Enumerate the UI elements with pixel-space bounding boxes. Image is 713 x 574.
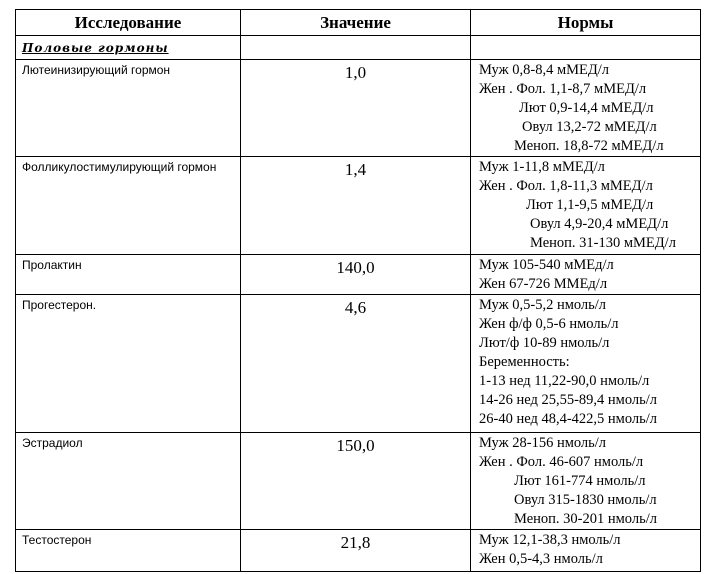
study-name: Эстрадиол	[15, 432, 241, 530]
lab-results-table: Исследование Значение Нормы Половые горм…	[15, 9, 701, 572]
norm-line: Лют 0,9-14,4 мМЕД/л	[519, 100, 654, 116]
norm-line: Жен 67-726 ММЕд/л	[479, 276, 608, 292]
study-value: 21,8	[240, 529, 471, 572]
study-name: Тестостерон	[15, 529, 241, 572]
table-row: Лютеинизирующий гормон 1,0 Муж 0,8-8,4 м…	[15, 59, 701, 157]
table-row: Пролактин 140,0 Муж 105-540 мМЕд/л Жен 6…	[15, 254, 701, 295]
norm-line: Жен ф/ф 0,5-6 нмоль/л	[479, 316, 619, 332]
norm-line: Меноп. 31-130 мМЕД/л	[530, 235, 676, 251]
study-name: Лютеинизирующий гормон	[15, 59, 241, 157]
study-norms: Муж 1-11,8 мМЕД/л Жен . Фол. 1,8-11,3 мМ…	[470, 156, 701, 255]
norm-line: Лют 1,1-9,5 мМЕД/л	[526, 197, 654, 213]
norm-line: Овул 13,2-72 мМЕД/л	[522, 119, 657, 135]
norm-line: Муж 28-156 нмоль/л	[479, 435, 607, 451]
header-norms: Нормы	[470, 9, 701, 36]
study-norms: Муж 0,8-8,4 мМЕД/л Жен . Фол. 1,1-8,7 мМ…	[470, 59, 701, 157]
header-value: Значение	[240, 9, 471, 36]
norm-line: Меноп. 30-201 нмоль/л	[514, 511, 657, 527]
study-value: 1,4	[240, 156, 471, 255]
norm-line: 14-26 нед 25,55-89,4 нмоль/л	[479, 392, 658, 408]
table-row: Тестостерон 21,8 Муж 12,1-38,3 нмоль/л Ж…	[15, 529, 701, 572]
norm-line: 26-40 нед 48,4-422,5 нмоль/л	[479, 411, 658, 427]
table-row: Фолликулостимулирующий гормон 1,4 Муж 1-…	[15, 156, 701, 255]
norm-line: Беременность:	[479, 354, 570, 370]
header-study: Исследование	[15, 9, 241, 36]
study-value: 1,0	[240, 59, 471, 157]
norm-line: 1-13 нед 11,22-90,0 нмоль/л	[479, 373, 650, 389]
norm-line: Муж 1-11,8 мМЕД/л	[479, 159, 605, 175]
norm-line: Жен 0,5-4,3 нмоль/л	[479, 551, 603, 567]
norm-line: Муж 0,8-8,4 мМЕД/л	[479, 62, 610, 78]
section-title: Половые гормоны	[15, 35, 241, 60]
study-norms: Муж 28-156 нмоль/л Жен . Фол. 46-607 нмо…	[470, 432, 701, 530]
norm-line: Овул 4,9-20,4 мМЕД/л	[530, 216, 669, 232]
norm-line: Муж 0,5-5,2 нмоль/л	[479, 297, 607, 313]
table-row: Прогестерон. 4,6 Муж 0,5-5,2 нмоль/л Жен…	[15, 294, 701, 433]
table-row: Эстрадиол 150,0 Муж 28-156 нмоль/л Жен .…	[15, 432, 701, 530]
norm-line: Жен . Фол. 1,8-11,3 мМЕД/л	[479, 178, 653, 194]
study-value: 150,0	[240, 432, 471, 530]
norm-line: Муж 105-540 мМЕд/л	[479, 257, 614, 273]
study-name: Фолликулостимулирующий гормон	[15, 156, 241, 255]
norm-line: Муж 12,1-38,3 нмоль/л	[479, 532, 621, 548]
study-norms: Муж 105-540 мМЕд/л Жен 67-726 ММЕд/л	[470, 254, 701, 295]
study-name: Прогестерон.	[15, 294, 241, 433]
norm-line: Лют/ф 10-89 нмоль/л	[479, 335, 610, 351]
study-norms: Муж 0,5-5,2 нмоль/л Жен ф/ф 0,5-6 нмоль/…	[470, 294, 701, 433]
norm-line: Лют 161-774 нмоль/л	[514, 473, 646, 489]
study-value: 4,6	[240, 294, 471, 433]
norm-line: Овул 315-1830 нмоль/л	[514, 492, 657, 508]
header-row: Исследование Значение Нормы	[15, 9, 701, 36]
study-value: 140,0	[240, 254, 471, 295]
study-norms: Муж 12,1-38,3 нмоль/л Жен 0,5-4,3 нмоль/…	[470, 529, 701, 572]
norm-line: Меноп. 18,8-72 мМЕД/л	[514, 138, 664, 154]
section-row: Половые гормоны	[15, 35, 701, 60]
study-name: Пролактин	[15, 254, 241, 295]
norm-line: Жен . Фол. 46-607 нмоль/л	[479, 454, 644, 470]
norm-line: Жен . Фол. 1,1-8,7 мМЕД/л	[479, 81, 647, 97]
